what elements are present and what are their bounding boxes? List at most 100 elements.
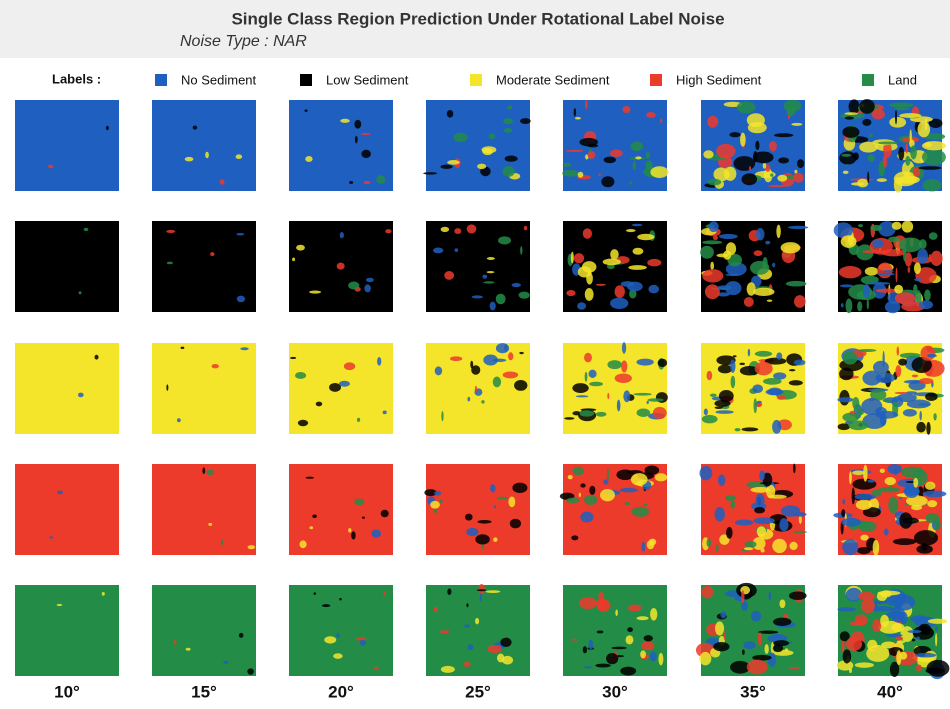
- noise-spot: [777, 174, 788, 182]
- noise-spot: [712, 235, 719, 241]
- noise-spot: [595, 411, 607, 417]
- noise-spot: [898, 175, 920, 184]
- noise-spot: [881, 641, 896, 649]
- noise-spot: [839, 284, 853, 288]
- noise-spot: [912, 625, 935, 640]
- noise-spot: [466, 224, 477, 234]
- noise-spot: [632, 160, 637, 171]
- noise-spot: [836, 660, 854, 671]
- noise-spot: [470, 360, 474, 369]
- noise-spot: [924, 133, 946, 141]
- noise-spot: [774, 635, 779, 638]
- noise-spot: [842, 649, 852, 664]
- noise-spot: [584, 288, 594, 301]
- noise-spot: [927, 353, 937, 358]
- noise-spot: [202, 467, 206, 475]
- noise-spot: [348, 528, 352, 533]
- noise-spot: [211, 363, 219, 369]
- tile: [701, 343, 806, 434]
- noise-spot: [724, 166, 737, 181]
- noise-spot: [449, 356, 463, 362]
- noise-spot: [849, 471, 852, 485]
- noise-spot: [844, 112, 858, 115]
- noise-spot: [871, 109, 885, 120]
- noise-spot: [483, 281, 495, 284]
- noise-spot: [360, 132, 371, 136]
- noise-spot: [338, 380, 350, 387]
- noise-spot: [371, 529, 381, 538]
- noise-spot: [588, 639, 594, 650]
- noise-spot: [749, 260, 770, 275]
- noise-spot: [632, 247, 644, 255]
- noise-spot: [725, 281, 742, 296]
- noise-spot: [603, 156, 616, 164]
- noise-spot: [891, 623, 905, 633]
- noise-spot: [837, 423, 851, 431]
- noise-spot: [730, 660, 751, 674]
- noise-spot: [570, 638, 578, 641]
- noise-spot: [627, 627, 633, 633]
- legend-swatch: [155, 74, 167, 86]
- noise-spot: [361, 516, 365, 519]
- noise-spot: [873, 360, 889, 374]
- noise-spot: [708, 221, 719, 233]
- noise-spot: [914, 278, 922, 282]
- noise-spot: [757, 632, 763, 646]
- noise-spot: [503, 118, 513, 125]
- noise-spot: [299, 540, 307, 549]
- noise-spot: [848, 99, 860, 114]
- noise-spot: [791, 122, 803, 126]
- noise-spot: [220, 538, 224, 546]
- noise-spot: [625, 228, 636, 233]
- noise-spot: [882, 399, 893, 402]
- noise-spot: [725, 262, 747, 276]
- noise-spot: [898, 146, 905, 161]
- noise-spot: [913, 262, 921, 275]
- noise-spot: [482, 148, 493, 156]
- noise-spot: [297, 419, 309, 427]
- noise-spot: [446, 109, 454, 118]
- tile: [426, 583, 530, 676]
- noise-spot: [911, 356, 932, 373]
- tile-base: [15, 585, 119, 676]
- noise-spot: [716, 143, 736, 159]
- noise-spot: [910, 615, 929, 623]
- noise-spot: [361, 149, 371, 159]
- noise-spot: [658, 652, 664, 666]
- noise-spot: [883, 528, 889, 536]
- noise-spot: [922, 490, 947, 498]
- noise-spot: [893, 107, 910, 111]
- noise-spot: [917, 121, 931, 138]
- noise-spot: [756, 526, 766, 537]
- noise-spot: [649, 651, 657, 662]
- tile: [289, 100, 393, 191]
- noise-spot: [710, 261, 715, 270]
- noise-spot: [717, 285, 732, 290]
- tile: [15, 100, 119, 191]
- noise-spot: [884, 477, 896, 486]
- column-label: 20°: [328, 682, 354, 701]
- noise-spot: [877, 141, 898, 145]
- noise-spot: [913, 477, 919, 488]
- noise-spot: [892, 538, 917, 546]
- noise-spot: [645, 151, 650, 160]
- noise-spot: [636, 358, 654, 366]
- noise-spot: [77, 392, 84, 398]
- noise-spot: [875, 372, 895, 384]
- noise-spot: [606, 652, 619, 665]
- header-band: [0, 0, 950, 58]
- noise-spot: [493, 537, 498, 542]
- noise-spot: [926, 659, 950, 677]
- noise-spot: [621, 360, 628, 373]
- noise-spot: [475, 534, 490, 545]
- noise-spot: [895, 636, 904, 641]
- legend-text: Moderate Sediment: [496, 72, 610, 87]
- noise-spot: [784, 648, 789, 652]
- noise-spot: [935, 633, 938, 647]
- noise-spot: [750, 486, 771, 493]
- noise-spot: [430, 500, 440, 509]
- noise-spot: [752, 537, 766, 550]
- noise-spot: [247, 668, 254, 675]
- noise-spot: [432, 247, 444, 254]
